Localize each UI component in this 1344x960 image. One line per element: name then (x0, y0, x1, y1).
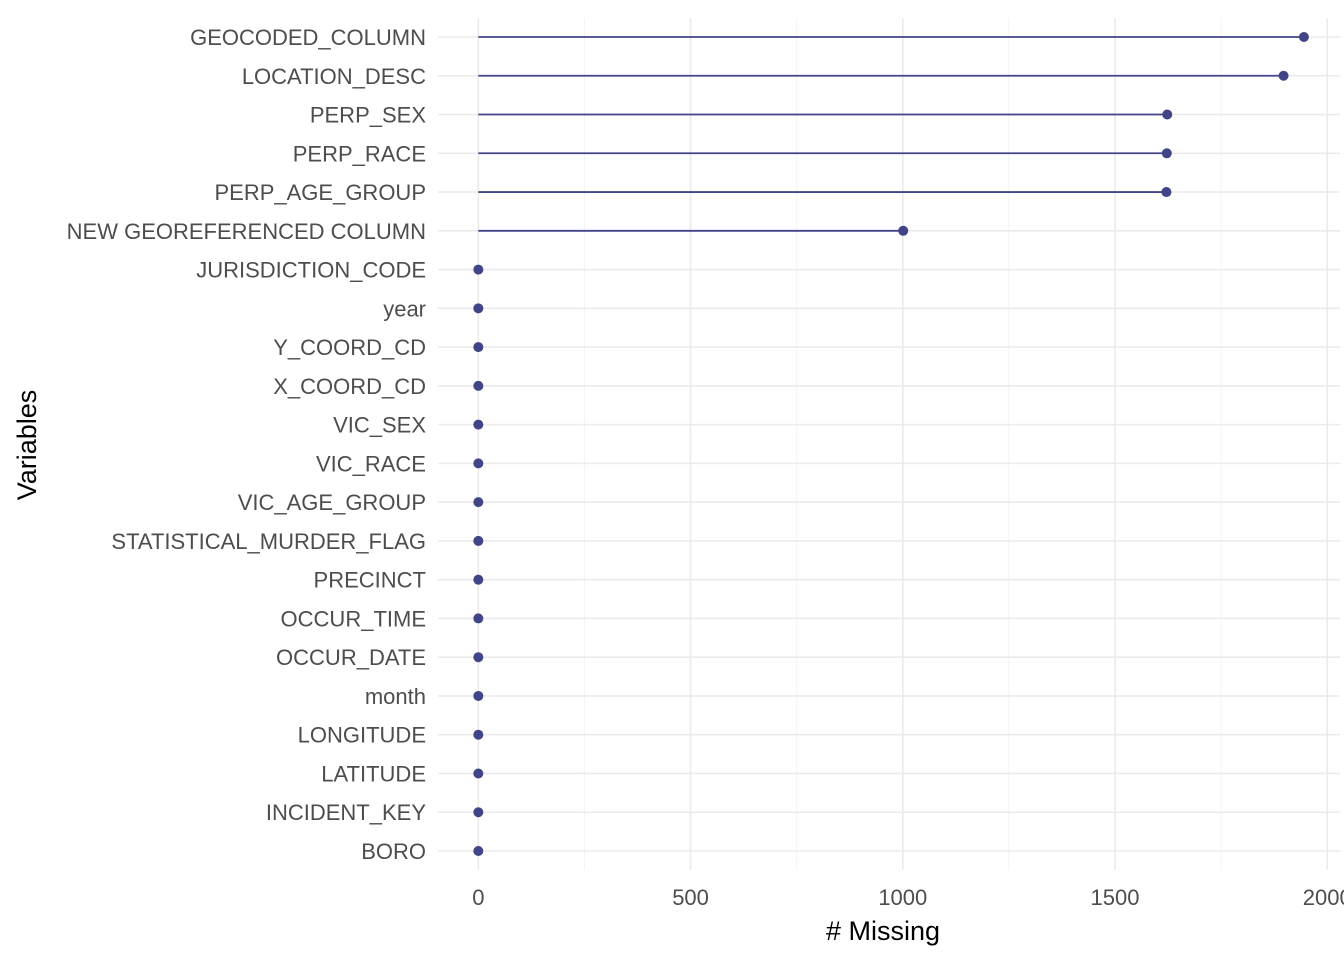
y-tick-label: X_COORD_CD (273, 374, 426, 399)
lollipop-point (898, 225, 909, 236)
lollipop-point (473, 264, 484, 275)
lollipop-point (1162, 109, 1173, 120)
x-tick-labels: 0 500 1000 1500 2000 (472, 885, 1344, 910)
lollipop-point (473, 729, 484, 740)
y-tick-label: Y_COORD_CD (273, 335, 426, 360)
lollipop-point (473, 380, 484, 391)
x-tick-label: 500 (672, 885, 709, 910)
y-tick-label: month (365, 684, 426, 709)
lollipop-point (473, 652, 484, 663)
x-axis-title: # Missing (826, 916, 940, 946)
lollipop-point (473, 342, 484, 353)
lollipop-point (473, 535, 484, 546)
lollipop-point (1278, 70, 1289, 81)
lollipop-point (473, 497, 484, 508)
y-tick-label: VIC_RACE (316, 451, 426, 476)
y-tick-label: year (383, 296, 426, 321)
y-tick-label: PERP_AGE_GROUP (214, 180, 426, 205)
y-axis-title: Variables (12, 390, 42, 501)
points (473, 32, 1309, 856)
lollipop-point (473, 807, 484, 818)
x-tick-label: 2000 (1303, 885, 1344, 910)
grid (438, 18, 1340, 870)
lollipop-point (473, 846, 484, 856)
y-tick-label: LATITUDE (321, 761, 426, 786)
y-tick-label: PERP_SEX (310, 103, 426, 128)
y-tick-label: OCCUR_TIME (281, 606, 426, 631)
y-tick-label: PERP_RACE (293, 141, 426, 166)
lollipop-point (1298, 32, 1309, 42)
lollipop-point (473, 419, 484, 430)
x-tick-label: 0 (472, 885, 484, 910)
lollipop-point (473, 303, 484, 314)
stems (478, 36, 1304, 232)
lollipop-point (473, 690, 484, 701)
y-tick-label: STATISTICAL_MURDER_FLAG (111, 529, 426, 554)
x-tick-label: 1000 (878, 885, 927, 910)
lollipop-point (473, 613, 484, 624)
lollipop-point (1161, 187, 1172, 198)
y-tick-label: JURISDICTION_CODE (196, 258, 426, 283)
lollipop-point (473, 574, 484, 585)
y-tick-label: GEOCODED_COLUMN (190, 25, 426, 50)
lollipop-point (1161, 148, 1172, 159)
y-tick-label: LONGITUDE (298, 723, 426, 748)
y-tick-label: VIC_SEX (333, 413, 426, 438)
lollipop-point (473, 768, 484, 779)
lollipop-point (473, 458, 484, 469)
y-tick-label: VIC_AGE_GROUP (238, 490, 426, 515)
y-tick-labels: GEOCODED_COLUMN LOCATION_DESC PERP_SEX PERP… (67, 25, 427, 864)
y-tick-label: BORO (361, 839, 426, 864)
y-tick-label: PRECINCT (314, 568, 426, 593)
y-tick-label: OCCUR_DATE (276, 645, 426, 670)
y-tick-label: INCIDENT_KEY (266, 800, 426, 825)
y-tick-label: LOCATION_DESC (242, 64, 426, 89)
x-tick-label: 1500 (1091, 885, 1140, 910)
y-tick-label: NEW GEOREFERENCED COLUMN (67, 219, 426, 244)
